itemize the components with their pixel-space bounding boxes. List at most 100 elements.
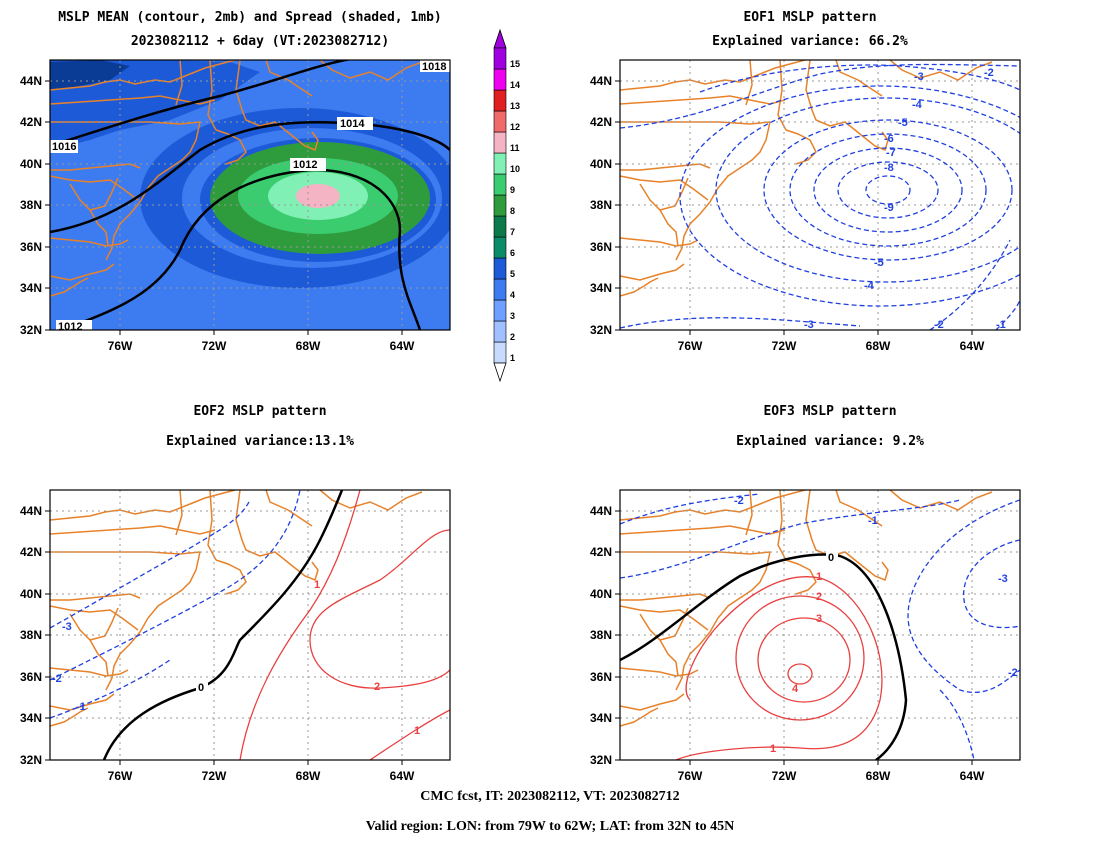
contour-label: -2 bbox=[734, 495, 744, 507]
lat-tick-label: 34N bbox=[20, 281, 42, 295]
eof2-zero-line bbox=[102, 490, 344, 760]
eof3-contour bbox=[787, 663, 813, 685]
contour-label: 0 bbox=[828, 552, 834, 564]
contour-label: 0 bbox=[198, 682, 204, 694]
footer-valid-region: Valid region: LON: from 79W to 62W; LAT:… bbox=[365, 819, 735, 834]
lon-tick-label: 64W bbox=[960, 339, 985, 353]
eof3-contour bbox=[757, 617, 851, 703]
lat-tick-label: 32N bbox=[20, 323, 42, 337]
colorbar-swatch bbox=[493, 257, 507, 280]
panel4-subtitle: Explained variance: 9.2% bbox=[736, 434, 924, 449]
lat-tick-label: 42N bbox=[590, 115, 612, 129]
colorbar-label: 1 bbox=[510, 353, 515, 363]
lat-tick-label: 42N bbox=[20, 115, 42, 129]
lat-tick-label: 38N bbox=[590, 628, 612, 642]
contour-label: -5 bbox=[898, 117, 908, 129]
eof2-contour bbox=[309, 529, 450, 689]
lat-tick-label: 44N bbox=[20, 504, 42, 518]
isobar-label: 1012 bbox=[293, 159, 317, 171]
axis-ticks: 44N 42N 40N 38N 36N 34N 32N 76W 72W 68W 64W 44N 42N 4… bbox=[20, 74, 985, 783]
colorbar-bottom-arrow bbox=[493, 362, 507, 383]
contour-label: -8 bbox=[884, 162, 894, 174]
colorbar-label: 11 bbox=[510, 143, 520, 153]
lon-tick-label: 76W bbox=[108, 339, 133, 353]
colorbar-label: 7 bbox=[510, 227, 515, 237]
contour-label: 1 bbox=[414, 725, 420, 737]
eof1-contour bbox=[789, 133, 987, 247]
lon-tick-label: 76W bbox=[678, 339, 703, 353]
lat-tick-label: 38N bbox=[590, 198, 612, 212]
contour-label: -1 bbox=[868, 515, 878, 527]
isobar-label: 1012 bbox=[58, 321, 82, 333]
eof3-contour bbox=[735, 595, 865, 721]
panel3-title: EOF2 MSLP pattern bbox=[193, 404, 327, 419]
contour-label: -7 bbox=[886, 147, 896, 159]
eof2-contour bbox=[50, 490, 301, 681]
eof1-contour bbox=[715, 97, 1020, 283]
eof3-contour bbox=[963, 539, 1020, 629]
contour-label: -3 bbox=[914, 71, 924, 83]
contour-label: 1 bbox=[770, 743, 776, 755]
isobar-labels: 1018 1014 1012 1016 1012 bbox=[50, 60, 450, 333]
lon-tick-label: 68W bbox=[296, 769, 321, 783]
colorbar-label: 2 bbox=[510, 332, 515, 342]
lat-tick-label: 32N bbox=[20, 753, 42, 767]
lat-tick-label: 38N bbox=[20, 628, 42, 642]
colorbar-top-arrow bbox=[493, 28, 507, 49]
eof3-contour bbox=[620, 499, 961, 579]
contour-label: 1 bbox=[816, 571, 822, 583]
panel2-title: EOF1 MSLP pattern bbox=[743, 10, 877, 25]
lon-tick-label: 68W bbox=[866, 769, 891, 783]
spread-shade-11 bbox=[296, 184, 340, 208]
contour-label: 2 bbox=[816, 591, 822, 603]
lat-tick-label: 34N bbox=[20, 711, 42, 725]
lat-tick-label: 34N bbox=[590, 711, 612, 725]
lon-tick-label: 68W bbox=[866, 339, 891, 353]
eof1-contour bbox=[813, 147, 963, 233]
contour-label: -3 bbox=[62, 621, 72, 633]
eof3-contour bbox=[907, 499, 1020, 693]
eof1-contour bbox=[929, 239, 1011, 330]
eof2-contour bbox=[50, 499, 251, 629]
lat-tick-label: 44N bbox=[590, 504, 612, 518]
lat-tick-label: 42N bbox=[590, 545, 612, 559]
lat-tick-label: 38N bbox=[20, 198, 42, 212]
lat-tick-label: 36N bbox=[590, 670, 612, 684]
contour-label: -2 bbox=[934, 319, 944, 331]
spread-shade-5b bbox=[50, 60, 130, 90]
colorbar-label: 10 bbox=[510, 164, 520, 174]
colorbar-label: 6 bbox=[510, 248, 515, 258]
eof3-contour bbox=[620, 493, 761, 525]
contour-label: -2 bbox=[52, 673, 62, 685]
colorbar-label: 3 bbox=[510, 311, 515, 321]
isobar-1012 bbox=[59, 168, 422, 330]
panel3-frame bbox=[49, 489, 451, 761]
colorbar-swatch bbox=[493, 194, 507, 217]
isobar-label: 1016 bbox=[52, 141, 76, 153]
eof3-contour bbox=[675, 576, 883, 760]
lon-tick-label: 72W bbox=[772, 339, 797, 353]
eof1-contour bbox=[865, 175, 911, 205]
panel2-map: -3 -2 -4 -5 -6 -7 -8 -9 -5 -4 -3 -2 -1 bbox=[619, 59, 1021, 331]
panel3-map: -3 -2 -1 0 1 2 1 bbox=[49, 489, 451, 761]
panel1-frame bbox=[49, 59, 451, 331]
colorbar-label: 13 bbox=[510, 101, 520, 111]
lon-tick-label: 72W bbox=[202, 339, 227, 353]
eof1-contour bbox=[699, 64, 1020, 93]
contour-label: -5 bbox=[874, 257, 884, 269]
lat-tick-label: 40N bbox=[20, 157, 42, 171]
colorbar-label: 4 bbox=[510, 290, 515, 300]
colorbar-swatch bbox=[493, 341, 507, 364]
lon-tick-label: 64W bbox=[390, 339, 415, 353]
contour-label: -9 bbox=[884, 202, 894, 214]
isobar-1016 bbox=[50, 60, 353, 148]
contour-label: -2 bbox=[984, 67, 994, 79]
lon-tick-label: 64W bbox=[960, 769, 985, 783]
colorbar-swatch bbox=[493, 89, 507, 112]
contour-label: -2 bbox=[1008, 667, 1018, 679]
eof3-zero-line bbox=[620, 553, 908, 760]
eof1-contour bbox=[763, 119, 1013, 261]
contour-label: 4 bbox=[792, 683, 799, 695]
colorbar-swatch bbox=[493, 68, 507, 91]
panel2-frame bbox=[619, 59, 1021, 331]
